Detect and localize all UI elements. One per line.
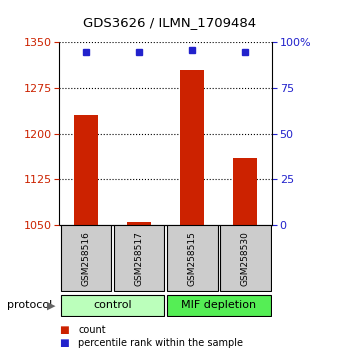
FancyBboxPatch shape: [114, 225, 165, 291]
Text: GSM258516: GSM258516: [82, 231, 90, 286]
Bar: [234, 158, 257, 225]
Text: MIF depletion: MIF depletion: [181, 300, 256, 310]
Text: percentile rank within the sample: percentile rank within the sample: [78, 338, 243, 348]
Text: ■: ■: [59, 325, 69, 335]
FancyBboxPatch shape: [61, 225, 111, 291]
Text: ▶: ▶: [47, 300, 55, 310]
FancyBboxPatch shape: [167, 225, 218, 291]
Text: GDS3626 / ILMN_1709484: GDS3626 / ILMN_1709484: [83, 17, 257, 29]
Text: GSM258515: GSM258515: [188, 231, 197, 286]
Text: GSM258530: GSM258530: [241, 231, 250, 286]
Text: protocol: protocol: [7, 300, 52, 310]
FancyBboxPatch shape: [220, 225, 271, 291]
Text: control: control: [93, 300, 132, 310]
FancyBboxPatch shape: [61, 295, 165, 316]
Bar: [74, 115, 98, 225]
Text: ■: ■: [59, 338, 69, 348]
Bar: [180, 70, 204, 225]
FancyBboxPatch shape: [167, 295, 271, 316]
Text: GSM258517: GSM258517: [135, 231, 144, 286]
Bar: [127, 222, 151, 225]
Text: count: count: [78, 325, 106, 335]
